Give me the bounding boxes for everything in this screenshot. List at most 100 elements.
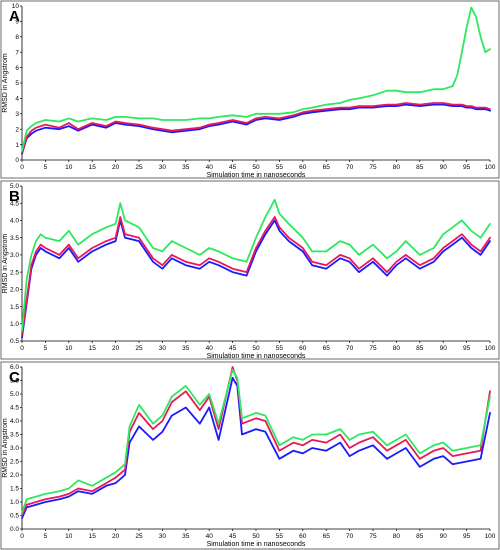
y-tick-label: 1.5 — [10, 304, 19, 311]
x-tick-label: 95 — [463, 533, 471, 540]
x-tick-label: 0 — [20, 345, 24, 352]
y-tick-label: 3.5 — [10, 432, 19, 439]
y-tick-label: 7 — [15, 49, 19, 56]
y-tick-label: 2.5 — [10, 459, 19, 466]
x-tick-label: 80 — [393, 345, 401, 352]
x-tick-label: 15 — [89, 345, 97, 352]
x-tick-label: 50 — [252, 533, 260, 540]
y-tick-label: 3.0 — [10, 252, 19, 259]
x-tick-label: 55 — [276, 345, 284, 352]
x-tick-label: 15 — [89, 164, 97, 171]
y-tick-label: 1.0 — [10, 499, 19, 506]
y-tick-label: 0.5 — [10, 338, 19, 345]
y-tick-label: 4.5 — [10, 200, 19, 207]
series-2-line — [21, 102, 491, 154]
x-tick-label: 80 — [393, 164, 401, 171]
x-axis-label: Simulation time in nanoseconds — [207, 172, 306, 179]
panel-label: C — [9, 369, 20, 386]
x-tick-label: 55 — [276, 164, 284, 171]
x-tick-label: 25 — [135, 164, 143, 171]
y-tick-label: 10 — [12, 3, 20, 10]
y-tick-label: 1.5 — [10, 486, 19, 493]
x-tick-label: 80 — [393, 533, 401, 540]
x-tick-label: 75 — [369, 345, 377, 352]
x-tick-label: 85 — [416, 345, 424, 352]
x-tick-label: 95 — [463, 345, 471, 352]
x-tick-label: 35 — [182, 164, 190, 171]
y-tick-label: 4 — [15, 96, 19, 103]
x-tick-label: 70 — [346, 345, 354, 352]
x-tick-label: 5 — [44, 533, 48, 540]
y-tick-label: 3 — [15, 111, 19, 118]
panel-c: 0.0 0.5 1.0 1.5 2.0 2.5 3.0 3.5 4.0 4.5 5.0 5.5 6.0 0… — [0, 361, 500, 550]
x-tick-label: 35 — [182, 345, 190, 352]
y-tick-label: 0.0 — [10, 526, 19, 533]
y-tick-label: 1.0 — [10, 321, 19, 328]
x-tick-label: 75 — [369, 164, 377, 171]
x-axis-label: Simulation time in nanoseconds — [207, 541, 306, 548]
series-3-line — [21, 6, 491, 152]
y-tick-label: 3.0 — [10, 445, 19, 452]
series-3-line — [21, 198, 491, 332]
x-tick-label: 100 — [485, 164, 496, 171]
x-tick-label: 10 — [65, 345, 73, 352]
y-tick-label: 6 — [15, 65, 19, 72]
x-tick-label: 85 — [416, 533, 424, 540]
x-tick-label: 90 — [440, 533, 448, 540]
x-tick-label: 70 — [346, 164, 354, 171]
x-tick-label: 65 — [323, 345, 331, 352]
x-tick-label: 30 — [159, 164, 167, 171]
x-tick-label: 55 — [276, 533, 284, 540]
x-tick-label: 65 — [323, 533, 331, 540]
y-tick-label: 0.5 — [10, 513, 19, 520]
x-tick-label: 30 — [159, 533, 167, 540]
y-tick-label: 4.5 — [10, 405, 19, 412]
x-tick-label: 10 — [65, 533, 73, 540]
y-tick-label: 5.0 — [10, 391, 19, 398]
x-tick-label: 20 — [112, 533, 120, 540]
x-tick-label: 40 — [206, 533, 214, 540]
series-2-line — [21, 216, 491, 336]
panel-b-frame — [0, 180, 500, 360]
series-1-line — [21, 219, 491, 339]
x-tick-label: 25 — [135, 533, 143, 540]
y-tick-label: 4.0 — [10, 418, 19, 425]
y-tick-label: 9 — [15, 19, 19, 26]
y-tick-label: 8 — [15, 34, 19, 41]
x-tick-label: 45 — [229, 164, 237, 171]
x-tick-label: 85 — [416, 164, 424, 171]
x-tick-label: 60 — [299, 533, 307, 540]
x-tick-label: 30 — [159, 345, 167, 352]
x-tick-label: 40 — [206, 345, 214, 352]
panel-label: B — [9, 188, 20, 205]
x-tick-label: 45 — [229, 345, 237, 352]
y-tick-label: 2.5 — [10, 269, 19, 276]
x-tick-label: 60 — [299, 345, 307, 352]
x-tick-label: 25 — [135, 345, 143, 352]
x-tick-label: 70 — [346, 533, 354, 540]
y-axis-label: RMSD in Angstrom — [2, 418, 9, 478]
x-tick-label: 50 — [252, 345, 260, 352]
x-tick-label: 50 — [252, 164, 260, 171]
x-axis-label: Simulation time in nanoseconds — [207, 353, 306, 360]
x-tick-label: 75 — [369, 533, 377, 540]
panel-label: A — [9, 8, 20, 25]
panel-b: 0.5 1.0 1.5 2.0 2.5 3.0 3.5 4.0 4.5 5.0 0 5 10 15 20 25… — [0, 180, 500, 360]
x-tick-label: 40 — [206, 164, 214, 171]
y-tick-label: 5.5 — [10, 378, 19, 385]
x-tick-label: 60 — [299, 164, 307, 171]
x-tick-label: 100 — [485, 533, 496, 540]
x-tick-label: 45 — [229, 533, 237, 540]
x-tick-label: 20 — [112, 345, 120, 352]
y-tick-label: 2 — [15, 126, 19, 133]
x-tick-label: 100 — [485, 345, 496, 352]
panel-c-frame — [0, 361, 500, 550]
y-axis-label: RMSD in Angstrom — [2, 234, 9, 294]
series-3-line — [21, 368, 491, 514]
y-tick-label: 3.5 — [10, 235, 19, 242]
x-tick-label: 90 — [440, 345, 448, 352]
y-tick-label: 0 — [15, 157, 19, 164]
x-tick-label: 15 — [89, 533, 97, 540]
y-axis-label: RMSD in Angstrom — [2, 53, 9, 113]
